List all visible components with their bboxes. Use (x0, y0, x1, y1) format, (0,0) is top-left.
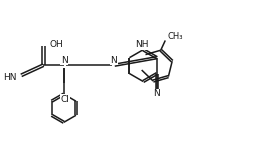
Text: N: N (153, 90, 160, 99)
Text: Cl: Cl (60, 95, 69, 104)
Text: HN: HN (3, 73, 17, 82)
Text: OH: OH (50, 40, 63, 49)
Text: N: N (61, 56, 67, 65)
Text: CH₃: CH₃ (167, 32, 182, 41)
Text: N: N (110, 56, 117, 65)
Text: NH: NH (135, 40, 148, 49)
